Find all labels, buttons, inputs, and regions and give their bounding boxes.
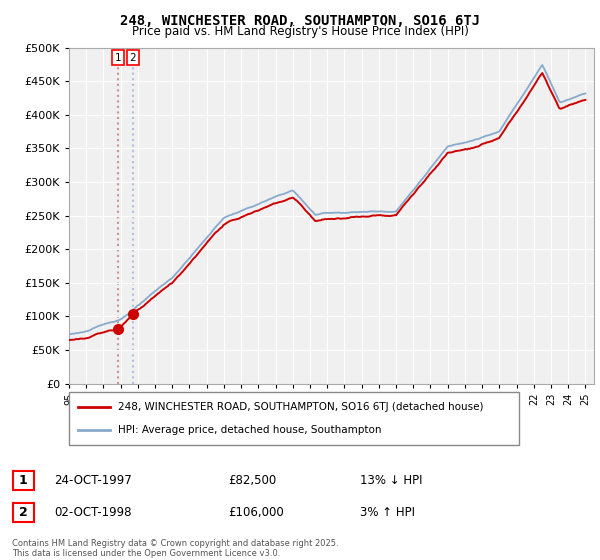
Text: 24-OCT-1997: 24-OCT-1997 [54,474,132,487]
Text: 248, WINCHESTER ROAD, SOUTHAMPTON, SO16 6TJ: 248, WINCHESTER ROAD, SOUTHAMPTON, SO16 … [120,14,480,28]
Text: 3% ↑ HPI: 3% ↑ HPI [360,506,415,519]
Text: Price paid vs. HM Land Registry's House Price Index (HPI): Price paid vs. HM Land Registry's House … [131,25,469,38]
Text: 1: 1 [115,53,121,63]
Text: £106,000: £106,000 [228,506,284,519]
Text: 02-OCT-1998: 02-OCT-1998 [54,506,131,519]
Text: 2: 2 [19,506,28,519]
Text: Contains HM Land Registry data © Crown copyright and database right 2025.
This d: Contains HM Land Registry data © Crown c… [12,539,338,558]
Text: 2: 2 [130,53,136,63]
Text: 13% ↓ HPI: 13% ↓ HPI [360,474,422,487]
Text: £82,500: £82,500 [228,474,276,487]
Text: HPI: Average price, detached house, Southampton: HPI: Average price, detached house, Sout… [119,425,382,435]
Text: 1: 1 [19,474,28,487]
Text: 248, WINCHESTER ROAD, SOUTHAMPTON, SO16 6TJ (detached house): 248, WINCHESTER ROAD, SOUTHAMPTON, SO16 … [119,402,484,412]
